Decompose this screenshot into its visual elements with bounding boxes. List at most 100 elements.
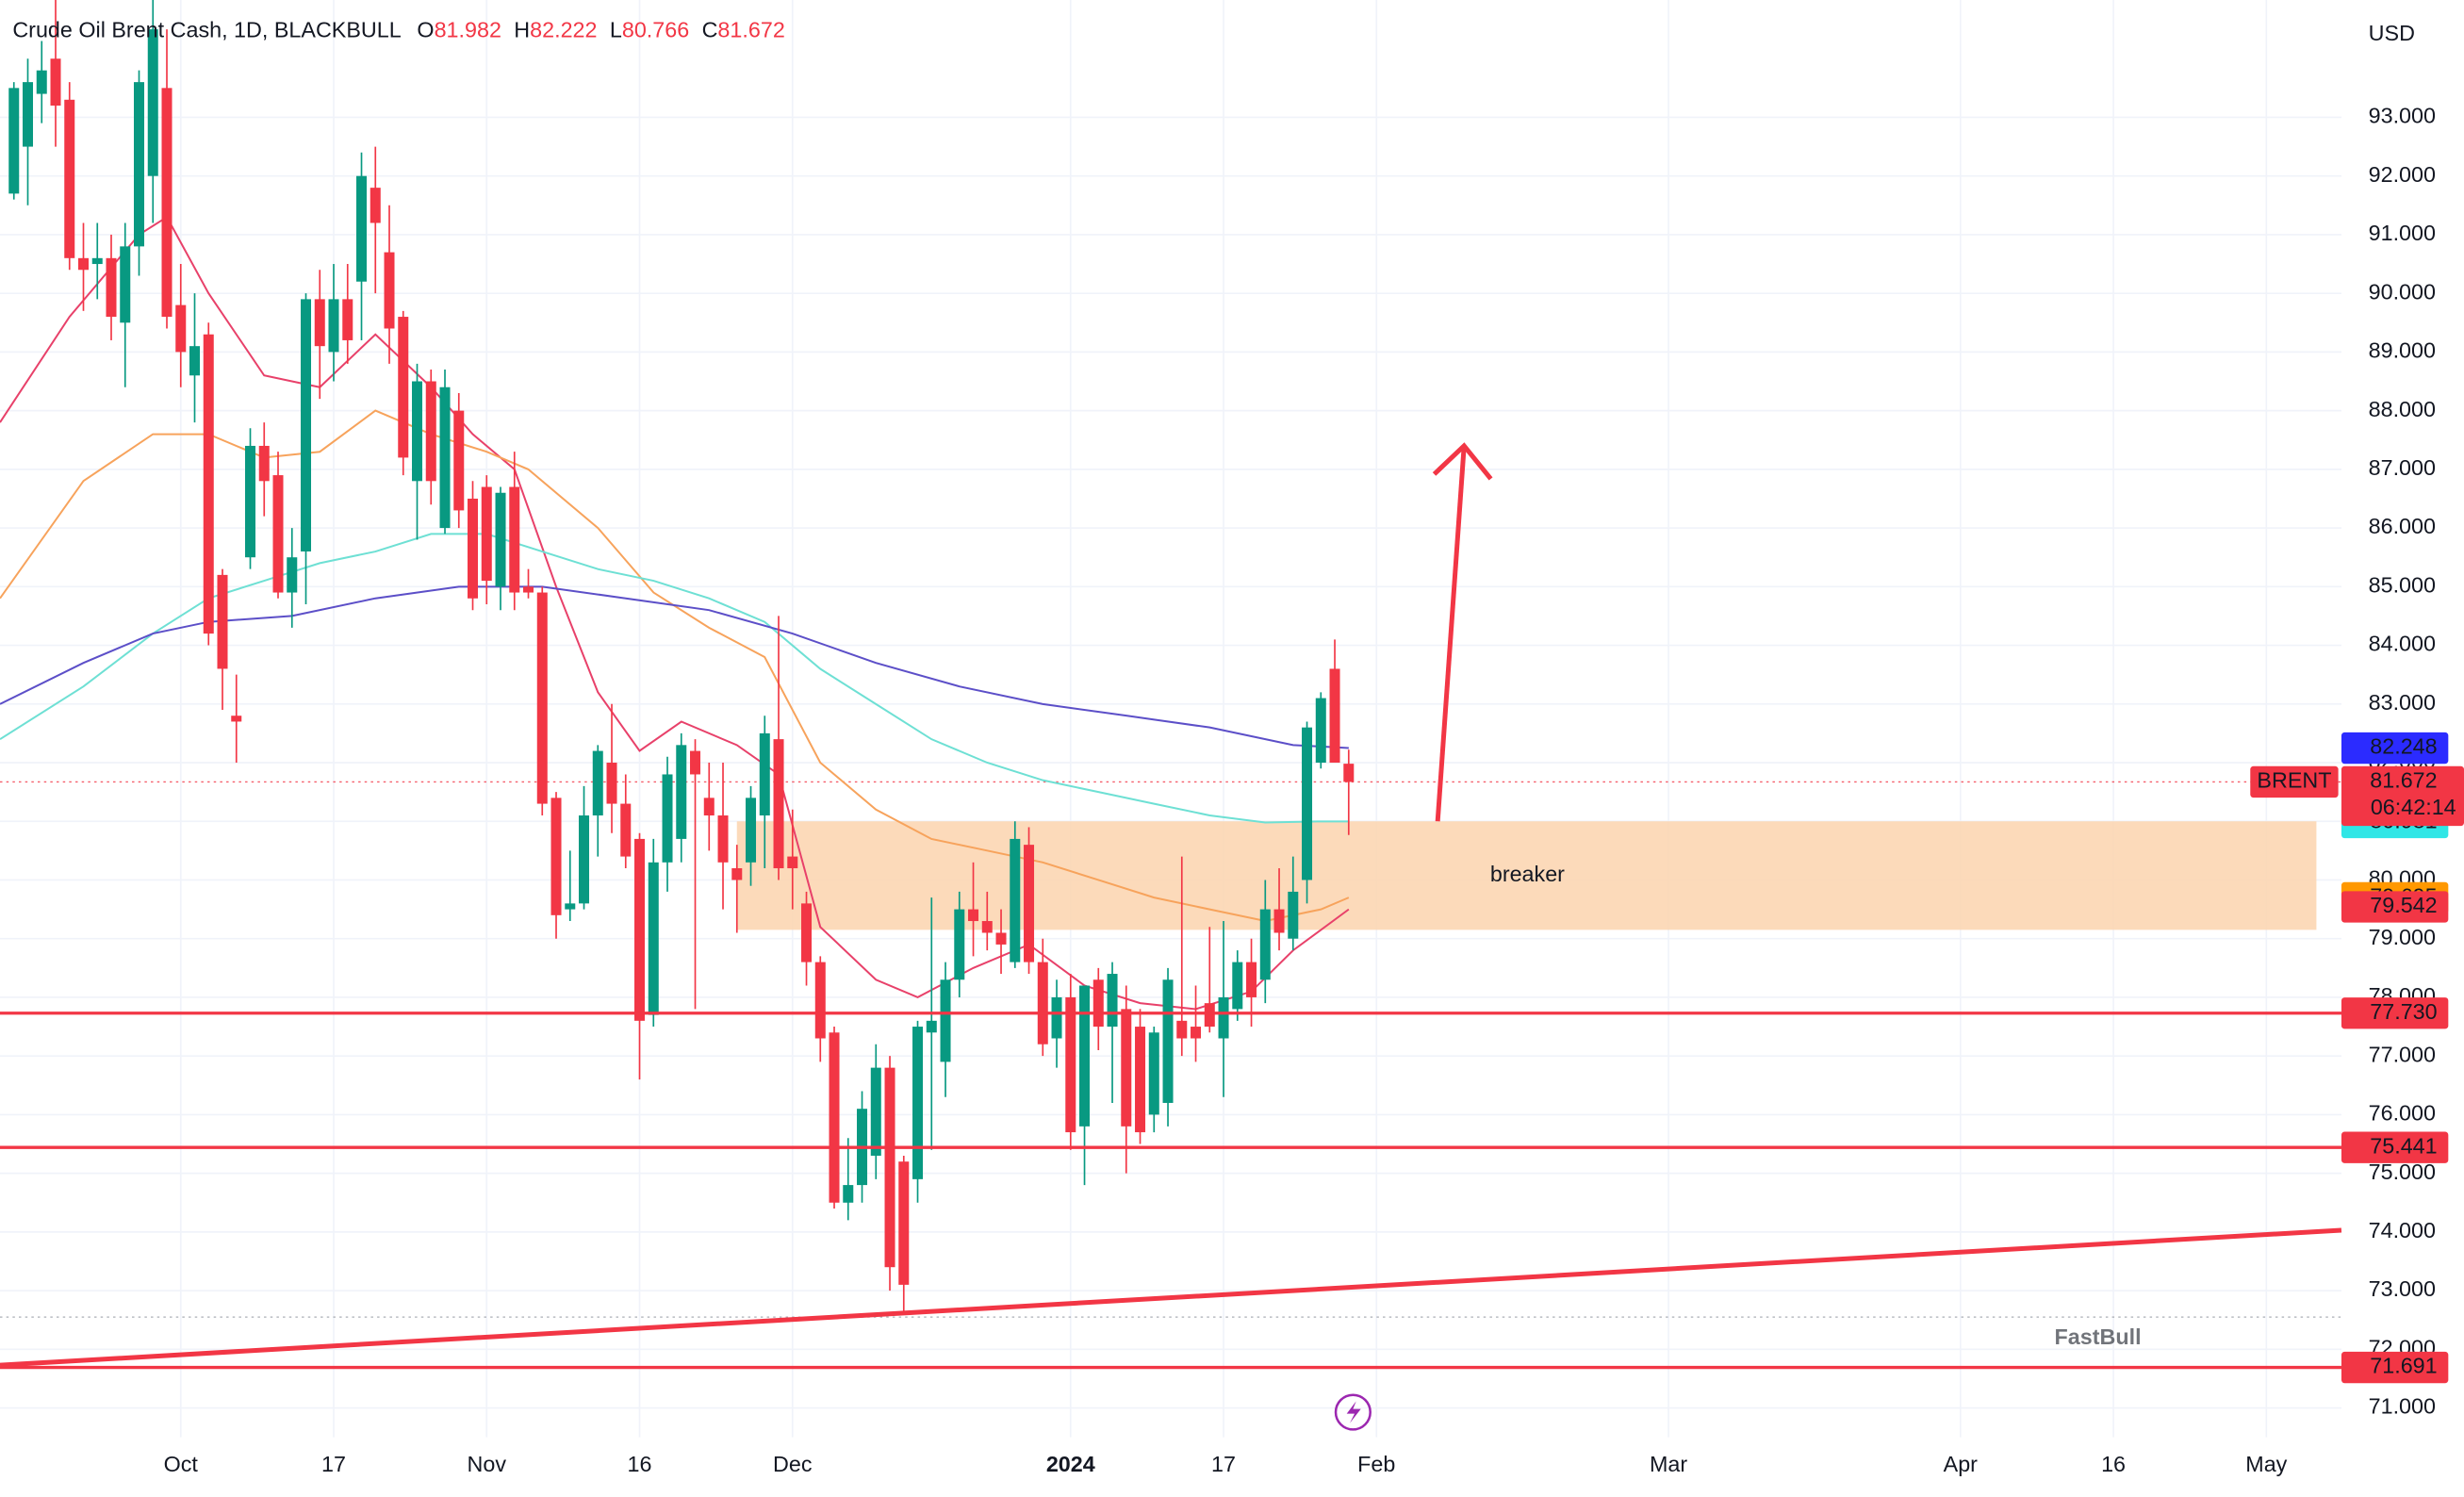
y-tick-label: 74.000	[2369, 1218, 2436, 1242]
arrow	[1435, 445, 1467, 822]
y-tick-label: 79.000	[2369, 925, 2436, 949]
y-tick-label: 92.000	[2369, 162, 2436, 187]
y-tick-label: 77.000	[2369, 1042, 2436, 1066]
candle-body	[1107, 974, 1118, 1028]
candle-body	[468, 498, 479, 599]
candle-body	[36, 70, 47, 94]
candle-body	[245, 445, 256, 558]
y-tick-label: 71.000	[2369, 1394, 2436, 1419]
y-tick-label: 76.000	[2369, 1101, 2436, 1126]
price-label: 71.691	[2370, 1354, 2437, 1378]
candle-body	[8, 88, 20, 194]
candle-body	[1343, 764, 1355, 782]
candle-body	[231, 716, 242, 722]
candle-body	[1204, 1003, 1215, 1028]
candle-body	[536, 592, 548, 804]
candle-body	[912, 1027, 924, 1179]
symbol-label: BRENT	[2257, 768, 2331, 793]
candle-body	[926, 1020, 937, 1033]
candle-body	[1148, 1032, 1159, 1115]
candle-body	[439, 387, 451, 529]
watermark: FastBull	[2055, 1324, 2142, 1349]
symbol-box	[2250, 765, 2339, 798]
x-tick-label: 17	[321, 1452, 346, 1476]
price-label: 82.248	[2370, 734, 2437, 759]
x-tick-label: Apr	[1944, 1452, 1979, 1476]
price-label-box	[2341, 1351, 2449, 1384]
candle-body	[550, 798, 562, 915]
candle-body	[412, 381, 423, 482]
ohlc-value: 81.672	[717, 17, 784, 41]
header: Crude Oil Brent Cash, 1D, BLACKBULL O81.9…	[12, 17, 784, 41]
candle-body	[342, 299, 353, 340]
x-tick-label: Oct	[164, 1452, 199, 1476]
candle-body	[1162, 979, 1174, 1103]
candle-body	[106, 257, 117, 318]
price-label: 79.542	[2370, 893, 2437, 917]
y-tick-label: 85.000	[2369, 572, 2436, 597]
candle-body	[1176, 1020, 1188, 1039]
candle-body	[884, 1067, 895, 1268]
price-label-box	[2341, 1131, 2449, 1163]
candle-body	[258, 445, 270, 482]
candle-body	[1092, 979, 1104, 1028]
candle-body	[161, 88, 172, 318]
ohlc-letter: C	[702, 17, 718, 41]
candle-body	[1302, 727, 1313, 880]
candle-body	[1065, 996, 1076, 1133]
y-tick-label: 89.000	[2369, 338, 2436, 363]
candle-body	[453, 410, 465, 511]
candle-body	[1315, 698, 1326, 764]
candle-body	[592, 750, 603, 816]
candle-body	[1037, 962, 1048, 1045]
candle-body	[1191, 1027, 1202, 1039]
plot-area: breaker	[0, 0, 2342, 1370]
candle-body	[606, 763, 617, 804]
candle-body	[1051, 996, 1062, 1039]
candle-body	[870, 1067, 881, 1156]
candle-body	[301, 299, 312, 551]
breaker-zone	[736, 821, 2317, 930]
candle-body	[203, 334, 214, 634]
ohlc-letter: H	[514, 17, 530, 41]
candle-body	[425, 381, 436, 482]
x-tick-label: 16	[2101, 1452, 2126, 1476]
candle-body	[1121, 1009, 1132, 1127]
current-price: 81.672	[2370, 768, 2437, 793]
candle-body	[64, 99, 75, 258]
price-label-box	[2341, 732, 2449, 765]
candle-body	[1024, 845, 1035, 962]
candle-body	[314, 299, 325, 347]
x-tick-label: Feb	[1357, 1452, 1395, 1476]
candle-body	[134, 82, 145, 247]
candle-body	[1218, 996, 1229, 1039]
candle-body	[801, 903, 813, 962]
x-tick-label: 16	[628, 1452, 652, 1476]
y-tick-label: 88.000	[2369, 397, 2436, 421]
candle-body	[495, 492, 506, 587]
candle-body	[620, 803, 632, 857]
candle-body	[384, 252, 395, 329]
candle-body	[509, 486, 520, 593]
event-icon[interactable]	[1334, 1393, 1372, 1431]
candle-body	[1135, 1027, 1146, 1133]
candle-body	[189, 346, 201, 376]
candle-body	[287, 557, 298, 593]
ohlc: O81.982 H82.222 L80.766 C81.672	[417, 17, 784, 41]
candle-body	[968, 909, 979, 922]
candle-body	[648, 862, 659, 1015]
candle-body	[954, 909, 965, 980]
price-label-box	[2341, 997, 2449, 1029]
candle-body	[662, 774, 673, 863]
candle-body	[690, 750, 701, 775]
symbol-title: Crude Oil Brent Cash, 1D, BLACKBULL	[12, 17, 401, 41]
candle-body	[398, 317, 409, 458]
currency: USD	[2369, 21, 2415, 45]
x-tick-label: Dec	[773, 1452, 813, 1476]
countdown: 06:42:14	[2371, 795, 2456, 819]
x-tick-label: Mar	[1650, 1452, 1687, 1476]
price-label: 77.730	[2370, 999, 2437, 1024]
arrow-head	[1432, 442, 1493, 481]
candle-body	[481, 486, 492, 582]
